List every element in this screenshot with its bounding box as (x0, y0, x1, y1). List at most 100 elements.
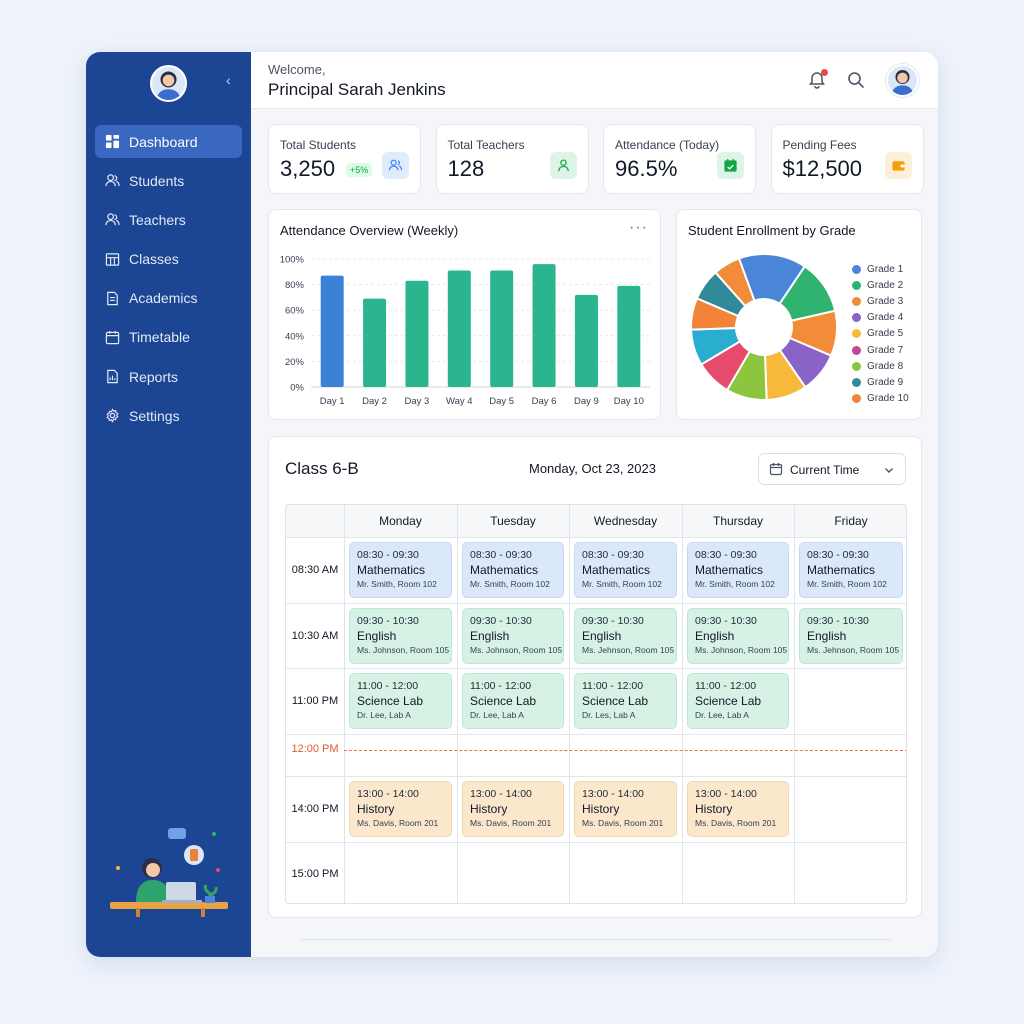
pie-slice-10[interactable] (714, 257, 756, 308)
class-slot-science-lab[interactable]: 11:00 - 12:00 Science Lab Dr. Les, Lab A (574, 673, 677, 729)
bar-day-10[interactable] (617, 285, 641, 387)
more-options-icon[interactable]: ··· (629, 219, 648, 236)
slot-detail: Ms. Davis, Room 201 (470, 818, 552, 828)
sidebar-item-timetable[interactable]: Timetable (95, 321, 242, 354)
slot-detail: Mr. Smith, Room 102 (582, 579, 662, 589)
slot-time: 08:30 - 09:30 (582, 549, 644, 561)
sidebar-item-academics[interactable]: Academics (95, 282, 242, 315)
stat-value: 3,250 (280, 156, 336, 181)
current-time-line (344, 750, 906, 751)
x-tick-label: Day 5 (489, 396, 514, 407)
x-tick-label: Day 1 (320, 396, 345, 407)
grid-row-line (286, 734, 906, 735)
bar-day-2[interactable] (363, 298, 387, 387)
sidebar-item-reports[interactable]: Reports (95, 360, 242, 393)
reports-icon (107, 369, 118, 384)
legend-label: Grade 4 (867, 312, 904, 324)
user-avatar-icon (891, 69, 914, 95)
enrollment-panel: Student Enrollment by Grade Grade 1 Grade… (676, 209, 922, 420)
slot-detail: Mr. Smith, Room 102 (695, 579, 775, 589)
bar-day-5[interactable] (490, 270, 514, 387)
x-tick-label: Day 2 (362, 396, 387, 407)
collapse-chevron-icon[interactable]: ‹ (226, 72, 231, 88)
grid-row-line (286, 842, 906, 843)
calendar-icon (769, 463, 783, 476)
stat-card-total-teachers[interactable]: Total Teachers 128 (435, 124, 589, 194)
class-slot-english[interactable]: 09:30 - 10:30 English Ms. Jehnson, Room 10… (799, 608, 903, 664)
sidebar-item-classes[interactable]: Classes (95, 243, 242, 276)
class-slot-history[interactable]: 13:00 - 14:00 History Ms. Davis, Room 201 (349, 781, 452, 837)
y-tick-label: 20% (285, 357, 305, 368)
user-name: Principal Sarah Jenkins (268, 80, 446, 99)
class-slot-history[interactable]: 13:00 - 14:00 History Ms. Davis, Room 201 (687, 781, 789, 837)
time-label: 11:00 PM (291, 695, 339, 707)
legend-item-grade-5: Grade 5 (852, 326, 909, 342)
sidebar-item-dashboard[interactable]: Dashboard (95, 125, 242, 158)
class-slot-english[interactable]: 09:30 - 10:30 English Ms. Johnson, Room 10… (462, 608, 564, 664)
header-avatar[interactable] (886, 64, 919, 97)
legend-swatch (852, 361, 861, 371)
growth-badge: +5% (346, 163, 373, 177)
enrollment-title: Student Enrollment by Grade (688, 223, 856, 238)
stat-value: 96.5% (615, 156, 678, 181)
class-slot-mathematics[interactable]: 08:30 - 09:30 Mathematics Mr. Smith, Room … (574, 542, 677, 598)
class-slot-english[interactable]: 09:30 - 10:30 English Ms. Johnson, Room 10… (687, 608, 789, 664)
sidebar-item-students[interactable]: Students (95, 164, 242, 197)
slot-subject: English (695, 629, 735, 643)
class-slot-mathematics[interactable]: 08:30 - 09:30 Mathematics Mr. Smith, Room … (687, 542, 789, 598)
stat-card-pending-fees[interactable]: Pending Fees $12,500 (770, 124, 924, 194)
class-slot-science-lab[interactable]: 11:00 - 12:00 Science Lab Dr. Lee, Lab A (349, 673, 452, 729)
slot-subject: Science Lab (357, 694, 424, 708)
search-icon[interactable] (846, 70, 866, 90)
bar-day-6[interactable] (532, 264, 556, 387)
stat-card-attendance-today[interactable]: Attendance (Today) 96.5% (603, 124, 756, 194)
class-slot-english[interactable]: 09:30 - 10:30 English Ms. Jehnson, Room 10… (574, 608, 677, 664)
class-slot-mathematics[interactable]: 08:30 - 09:30 Mathematics Mr. Smith, Room … (799, 542, 903, 598)
sidebar-avatar[interactable] (150, 65, 187, 102)
slot-detail: Mr. Smith, Room 102 (357, 579, 437, 589)
sidebar-item-teachers[interactable]: Teachers (95, 203, 242, 236)
legend-item-grade-2: Grade 2 (852, 277, 909, 293)
gear-icon (106, 408, 119, 424)
grid-col-line (569, 505, 570, 903)
academics-icon (107, 291, 118, 305)
class-slot-english[interactable]: 09:30 - 10:30 English Ms. Johnson, Room 10… (349, 608, 452, 664)
stat-value: $12,500 (782, 156, 863, 181)
legend-item-grade-1: Grade 1 (852, 261, 909, 277)
slot-time: 09:30 - 10:30 (582, 615, 644, 627)
time-selector[interactable]: Current Time (758, 453, 906, 485)
wallet-icon (884, 152, 912, 179)
bar-way-4[interactable] (447, 270, 471, 387)
welcome-text: Welcome, (268, 62, 326, 77)
grid-row-line (286, 537, 906, 538)
slot-subject: Science Lab (470, 694, 537, 708)
class-slot-science-lab[interactable]: 11:00 - 12:00 Science Lab Dr. Lee, Lab A (462, 673, 564, 729)
teacher-icon (549, 152, 577, 179)
stat-label: Total Teachers (447, 138, 525, 152)
slot-subject: English (807, 629, 847, 643)
stat-card-total-students[interactable]: Total Students 3,250 +5% (268, 124, 421, 194)
sidebar-item-settings[interactable]: Settings (95, 399, 242, 432)
legend-item-grade-4: Grade 4 (852, 310, 909, 326)
notification-dot (821, 69, 828, 76)
bar-day-9[interactable] (574, 294, 598, 387)
class-slot-science-lab[interactable]: 11:00 - 12:00 Science Lab Dr. Lee, Lab A (687, 673, 789, 729)
slot-subject: Science Lab (695, 694, 762, 708)
legend-label: Grade 10 (867, 393, 909, 405)
grid-col-line (794, 505, 795, 903)
slot-detail: Ms. Johnson, Room 105 (357, 645, 450, 655)
class-slot-history[interactable]: 13:00 - 14:00 History Ms. Davis, Room 201 (574, 781, 677, 837)
time-label: 14:00 PM (291, 803, 339, 815)
y-tick-label: 100% (280, 255, 305, 266)
user-avatar-icon (156, 71, 181, 100)
users-icon (382, 152, 409, 179)
bell-icon[interactable] (807, 70, 827, 90)
grid-row-line (286, 603, 906, 604)
class-slot-mathematics[interactable]: 08:30 - 09:30 Mathematics Mr. Smith, Room … (349, 542, 452, 598)
bar-day-1[interactable] (320, 275, 344, 387)
class-slot-history[interactable]: 13:00 - 14:00 History Ms. Davis, Room 201 (462, 781, 564, 837)
slot-time: 08:30 - 09:30 (470, 549, 532, 561)
class-slot-mathematics[interactable]: 08:30 - 09:30 Mathematics Mr. Smith, Room … (462, 542, 564, 598)
stat-value: 128 (447, 156, 485, 181)
bar-day-3[interactable] (405, 280, 429, 387)
